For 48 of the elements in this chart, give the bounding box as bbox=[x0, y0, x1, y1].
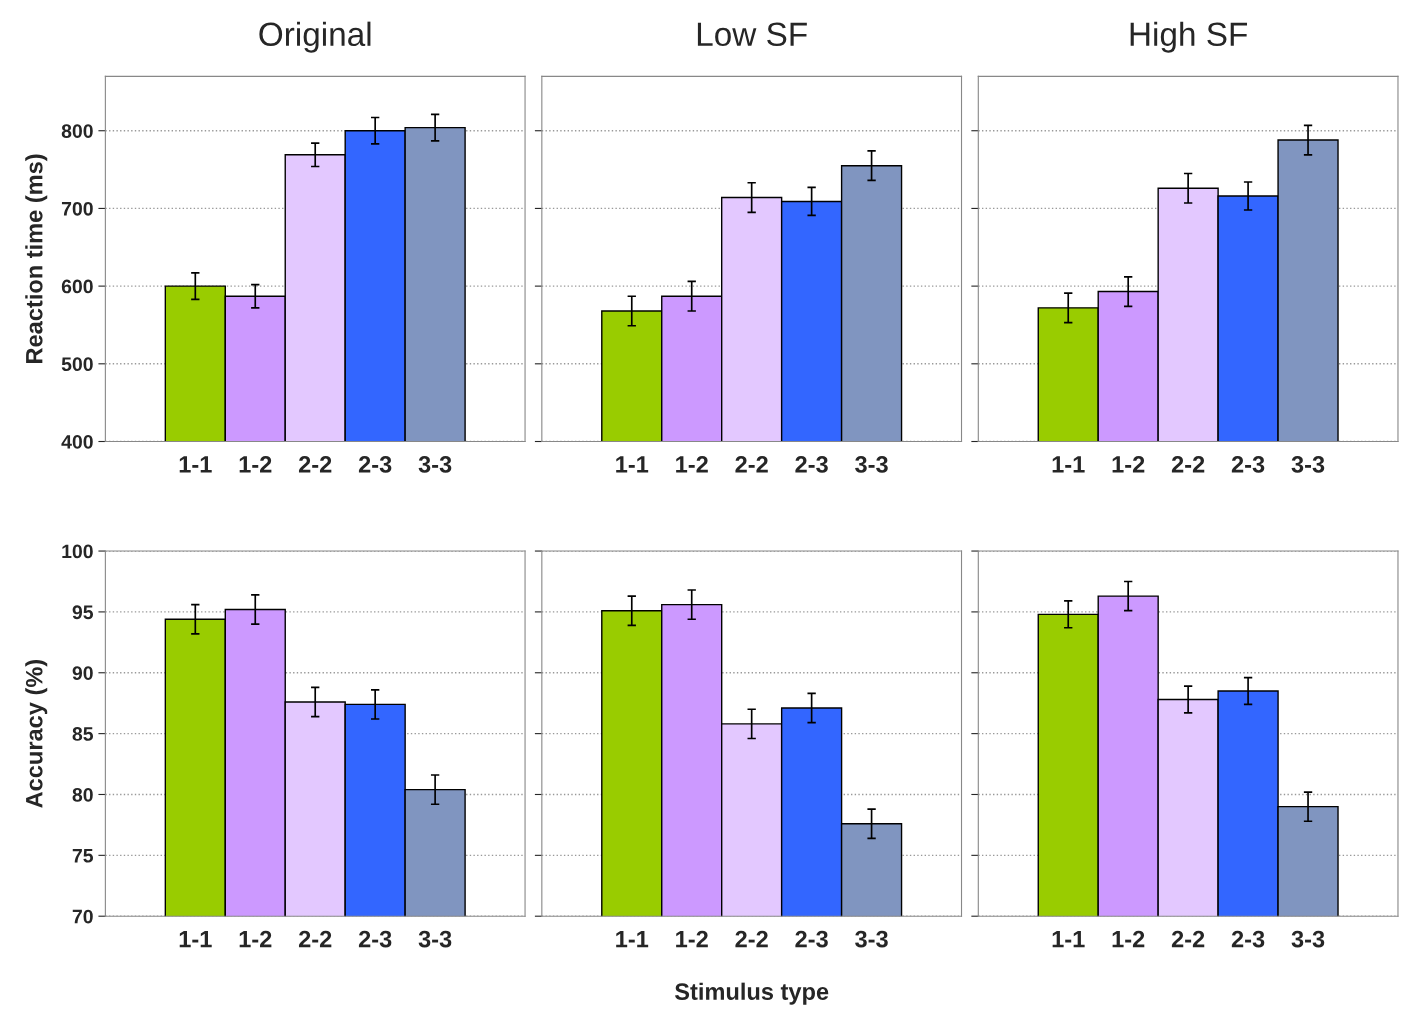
x-tick-label: 2-2 bbox=[298, 456, 332, 473]
y-tick-label: 80 bbox=[72, 787, 93, 802]
y-tick-label: 85 bbox=[72, 727, 94, 741]
x-tick-label: 3-3 bbox=[1291, 930, 1325, 948]
x-tick-label: 1-1 bbox=[1052, 456, 1085, 473]
y-tick-label: 70 bbox=[72, 909, 93, 924]
x-tick-label: 1-1 bbox=[616, 930, 649, 948]
y-tick-label: 700 bbox=[61, 201, 93, 216]
x-tick-label: 2-3 bbox=[1231, 456, 1265, 473]
chart-title: High SF bbox=[1130, 21, 1248, 53]
x-tick-label: 2-2 bbox=[298, 930, 332, 948]
x-tick-label: 1-2 bbox=[239, 930, 272, 948]
y-tick-label: 800 bbox=[61, 124, 93, 138]
x-tick-label: 2-3 bbox=[358, 930, 392, 948]
x-tick-label: 3-3 bbox=[418, 930, 452, 948]
x-tick-label: 3-3 bbox=[1291, 456, 1325, 473]
y-axis-title: Accuracy (%) bbox=[25, 659, 48, 808]
x-tick-label: 3-3 bbox=[855, 456, 888, 473]
x-tick-label: 2-3 bbox=[795, 930, 828, 948]
y-tick-label: 95 bbox=[72, 605, 94, 620]
x-tick-label: 2-3 bbox=[795, 456, 828, 473]
x-tick-label: 2-2 bbox=[735, 930, 768, 948]
x-tick-label: 2-2 bbox=[735, 456, 768, 473]
x-tick-label: 1-1 bbox=[179, 456, 212, 473]
y-tick-label: 400 bbox=[61, 434, 93, 449]
x-tick-label: 1-2 bbox=[676, 456, 708, 473]
x-tick-label: 1-2 bbox=[676, 930, 708, 948]
x-tick-label: 1-2 bbox=[1112, 456, 1145, 473]
x-tick-label: 2-3 bbox=[1231, 930, 1265, 948]
y-tick-label: 600 bbox=[61, 279, 93, 294]
x-tick-label: 2-2 bbox=[1171, 456, 1205, 473]
x-tick-label: 2-2 bbox=[1171, 930, 1205, 948]
chart-title: Low SF bbox=[697, 22, 807, 47]
y-axis-title: Reaction time (ms) bbox=[25, 154, 48, 363]
y-tick-label: 100 bbox=[62, 544, 93, 559]
y-tick-label: 75 bbox=[72, 849, 94, 863]
x-tick-label: 1-1 bbox=[179, 930, 212, 948]
y-tick-label: 500 bbox=[61, 357, 93, 372]
y-tick-label: 90 bbox=[72, 666, 93, 680]
x-tick-label: 1-2 bbox=[1112, 930, 1145, 948]
x-tick-label: 1-2 bbox=[239, 456, 272, 473]
x-tick-label: 3-3 bbox=[855, 930, 888, 948]
x-tick-label: 2-3 bbox=[358, 456, 392, 473]
x-tick-label: 3-3 bbox=[418, 456, 452, 473]
x-tick-label: 1-1 bbox=[1052, 930, 1085, 948]
x-axis-title: Stimulus type bbox=[674, 982, 829, 1005]
x-tick-label: 1-1 bbox=[616, 456, 649, 473]
chart-title: Original bbox=[259, 21, 371, 53]
